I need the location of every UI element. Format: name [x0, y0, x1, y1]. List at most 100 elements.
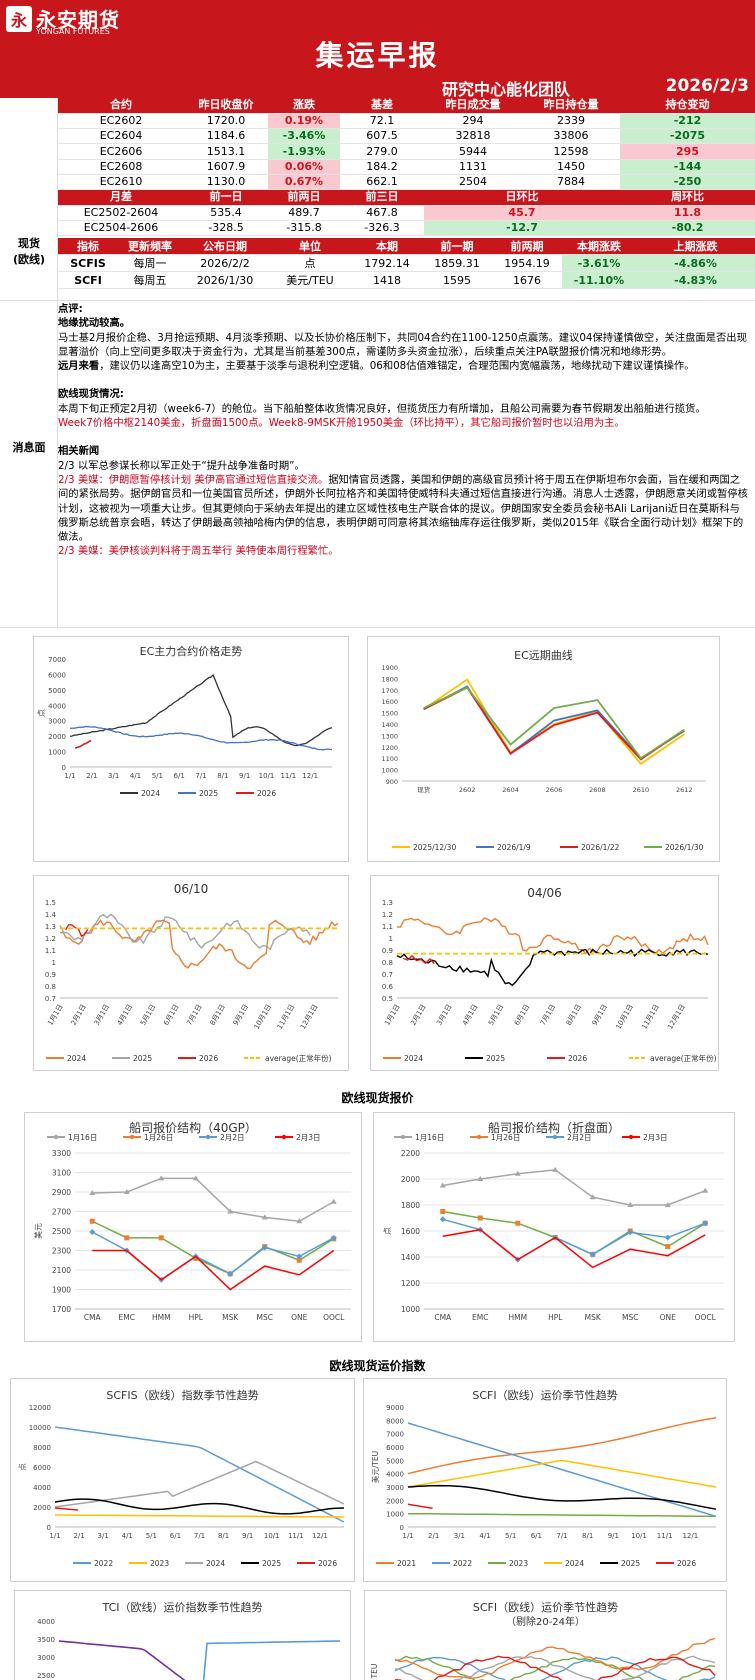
table-cell: 535.4: [184, 205, 268, 221]
report-title: 集运早报: [315, 39, 440, 72]
table-cell: -326.3: [340, 220, 424, 237]
table-cell: 美元/TEU: [268, 271, 352, 289]
point-marker: [589, 1251, 596, 1258]
y-tick-label: 2900: [52, 1188, 71, 1197]
table-cell: 单位: [268, 238, 352, 255]
x-tick-label: 7月1日: [539, 1003, 557, 1027]
table-cell: -11.10%: [562, 271, 636, 289]
legend-label: 2023: [509, 1559, 528, 1568]
x-tick-label: HPL: [548, 1313, 563, 1322]
table-cell: 合约: [58, 98, 184, 114]
legend-label: 2025: [486, 1054, 505, 1063]
x-tick-label: 11月1日: [276, 1003, 297, 1031]
table-cell: 0.06%: [268, 159, 340, 175]
y-tick-label: 0.8: [45, 983, 56, 991]
ratio-0406-chart: 0.5 0.6 0.7 0.8 0.9 1 1.1 1.2 1.3 1月1日 2月1日 3月1日 4月1…: [382, 899, 717, 1063]
x-tick-label: MSC: [257, 1313, 273, 1322]
index-section-title: 欧线现货运价指数: [329, 1359, 426, 1373]
chart-title: 船司报价结构（折盘面）: [487, 1121, 620, 1135]
y-axis-label: 点: [37, 709, 46, 717]
x-tick-label: 9月1日: [232, 1003, 250, 1027]
x-tick-label: 2月1日: [70, 1003, 88, 1027]
quote-series-2月3日: [442, 1228, 706, 1269]
y-tick-label: 1600: [401, 1227, 420, 1236]
table-cell: EC2610: [58, 174, 184, 191]
season-2025: [407, 1484, 717, 1510]
spread-header-row: 月差 前一日 前两日 前三日 日环比 周环比: [58, 189, 755, 206]
table-cell: 662.1: [340, 174, 424, 191]
season-2023: [55, 1514, 344, 1518]
legend-label: average(正常年份): [265, 1053, 332, 1063]
table-cell: 前两期: [492, 238, 562, 255]
point-marker: [261, 1244, 268, 1251]
series-2024: [69, 674, 333, 747]
legend-label: 1月16日: [68, 1133, 97, 1142]
x-tick-label: 7/1: [195, 772, 206, 780]
x-tick-label: 1月1日: [46, 1003, 64, 1027]
table-cell: SCFI: [58, 271, 118, 289]
table-cell: 489.7: [268, 205, 340, 221]
x-tick-label: OOCL: [323, 1313, 345, 1322]
table-cell: 本期: [352, 238, 422, 255]
season-2022: [54, 1426, 345, 1523]
point-marker: [227, 1270, 234, 1277]
quote-series-1月16日: [442, 1169, 706, 1206]
x-tick-label: 6/1: [174, 772, 185, 780]
chart-title: 04/06: [527, 886, 562, 900]
table-cell: 公布日期: [182, 238, 268, 255]
table-cell: 指标: [58, 238, 118, 255]
chart-title: 船司报价结构（40GP）: [129, 1121, 257, 1135]
table-cell: 点: [268, 254, 352, 272]
spot-quote-section-title: 欧线现货报价: [341, 1091, 414, 1105]
table-cell: -2075: [620, 128, 755, 145]
x-tick-label: 6/1: [531, 1532, 542, 1540]
ratio-0406-chart-panel: 04/06 0.5 0.6 0.7 0.8 0.9 1 1.1 1.2 1.3 1月1日 2月1日 3…: [370, 875, 719, 1071]
x-tick-label: 8/1: [582, 1532, 593, 1540]
x-tick-label: 4/1: [130, 772, 141, 780]
x-tick-label: 11/1: [280, 772, 296, 780]
y-axis-label: 美元: [33, 1223, 43, 1239]
point-marker: [627, 1202, 634, 1207]
table-cell: EC2606: [58, 143, 184, 160]
y-tick-label: 1000: [386, 1511, 404, 1519]
x-tick-label: 11/1: [657, 1532, 673, 1540]
y-tick-label: 1300: [381, 732, 398, 740]
table-cell: EC2608: [58, 159, 184, 175]
quote-40gp-chart: 1700 1900 2100 2300 2500 2700 2900 3100 3300 CMA E…: [33, 1133, 351, 1322]
table-cell: 1595: [422, 271, 492, 289]
y-tick-label: 1700: [52, 1305, 71, 1314]
y-tick-label: 0: [400, 1524, 404, 1532]
x-tick-label: 2606: [546, 786, 563, 794]
table-cell: EC2604: [58, 128, 184, 145]
table-cell: 11.8: [620, 205, 755, 221]
legend-label: 2022: [453, 1559, 472, 1568]
table-cell: 1954.19: [492, 254, 562, 272]
ratio-0610-chart-panel: 06/10 0.7 0.8 0.9 1 1.1 1.2 1.3 1.4 1.5 1月1日 2月1日 3…: [33, 875, 349, 1071]
x-tick-label: MSK: [585, 1313, 602, 1322]
y-tick-label: 2700: [52, 1208, 71, 1217]
ratio-series-2024: [396, 917, 709, 955]
table-cell: 1184.6: [184, 128, 268, 145]
table-cell: 2026/2/2: [182, 254, 268, 272]
point-marker: [702, 1187, 709, 1193]
legend-label: 2024: [404, 1054, 423, 1063]
y-tick-label: 12000: [29, 1404, 51, 1412]
season-2026: [54, 1507, 79, 1511]
spot-index-table: 指标 更新频率 公布日期 单位 本期 前一期 前两期 本期涨跌 上期涨跌 SCFIS 每周一 2026…: [58, 238, 755, 289]
curve-2026/1/30: [423, 686, 685, 760]
y-axis-label: TEU: [370, 1664, 379, 1680]
x-tick-label: 2608: [589, 786, 606, 794]
x-tick-label: 3月1日: [435, 1003, 453, 1027]
table-cell: 184.2: [340, 159, 424, 175]
point-marker: [123, 1189, 130, 1194]
futures-header-row: 合约 昨日收盘价 涨跌 基差 昨日成交量 昨日持仓量 持仓变动: [58, 98, 755, 114]
season-line: [58, 1640, 186, 1680]
table-cell: 45.7: [424, 205, 620, 221]
season-2022: [407, 1422, 717, 1518]
legend-label: 2025: [621, 1559, 640, 1568]
point-marker: [477, 1215, 483, 1221]
report-header: 永 永安期货 YONGAN FUTURES 集运早报 研究中心能化团队 2026…: [0, 0, 755, 99]
x-tick-label: 6月1日: [513, 1003, 531, 1027]
table-cell: 日环比: [424, 189, 620, 206]
chart-title: SCFI（欧线）运价季节性趋势: [472, 1389, 618, 1402]
